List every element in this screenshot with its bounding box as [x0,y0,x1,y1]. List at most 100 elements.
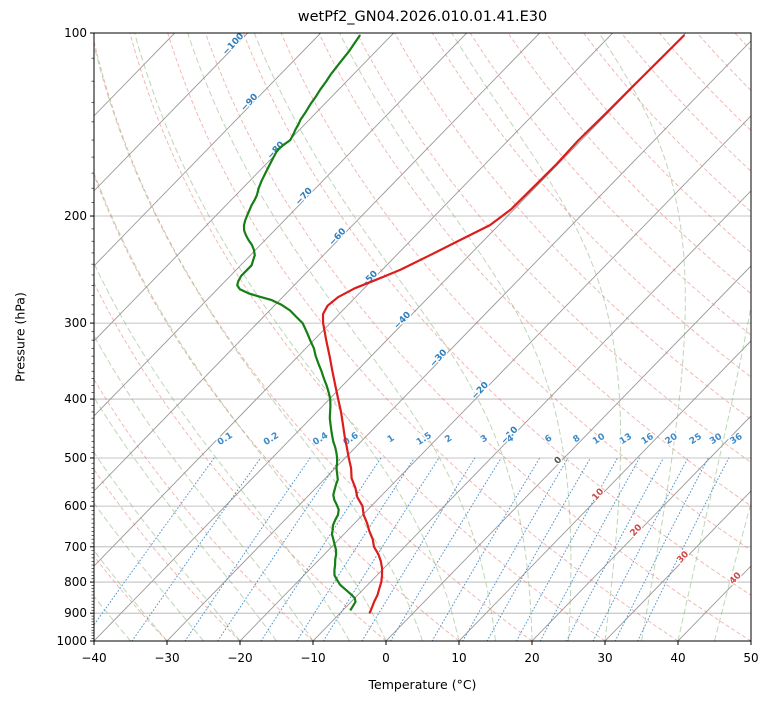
mixing-ratio-label: 25 [688,432,704,447]
moist-adiabat-line [94,171,387,641]
mixing-ratio-label: 0.1 [216,431,235,448]
moist-adiabat-line [253,33,533,641]
dry-adiabat-line [621,33,751,172]
isotherm-label: −90 [239,92,260,114]
x-tick-label: −20 [227,651,252,665]
moist-adiabat-line [339,33,572,641]
mixing-ratio-line [462,457,569,641]
moist-adiabat-line [94,262,350,641]
isotherm-label: 30 [675,550,691,566]
x-tick-label: −10 [300,651,325,665]
isotherm-line [94,33,686,641]
mixing-ratio-line [322,457,440,641]
isotherm-line [94,33,613,567]
isotherm-line [604,490,751,641]
moist-adiabat-line [94,396,277,641]
isotherm-line [750,640,751,641]
y-tick-label: 600 [64,499,87,513]
mixing-ratio-label: 16 [640,432,656,447]
dry-adiabat-line [242,33,751,596]
dry-adiabat-line [734,33,751,51]
isotherm-label: 40 [728,571,744,587]
isotherm-label: −40 [392,310,413,332]
x-tick-label: 30 [597,651,612,665]
y-tick-label: 400 [64,392,87,406]
x-tick-label: 50 [743,651,758,665]
mixing-ratio-label: 3 [479,433,490,445]
y-tick-label: 200 [64,209,87,223]
y-tick-label: 300 [64,316,87,330]
temperature-curve [321,34,685,614]
isotherm-line [458,340,751,641]
mixing-ratio-label: 0.4 [311,431,330,448]
mixing-ratio-line [637,457,730,641]
mixing-ratio-label: 10 [591,432,607,447]
dry-adiabat-line [545,33,751,254]
isotherm-label: −60 [327,227,348,249]
dry-adiabat-line [469,33,751,336]
mixing-ratio-label: 2 [443,433,454,445]
x-tick-label: 20 [524,651,539,665]
moist-adiabat-line [598,33,686,641]
mixing-ratio-label: 20 [664,432,680,447]
dry-adiabat-line [94,378,314,641]
dry-adiabat-line [432,33,751,378]
chart-title: wetPf2_GN04.2026.010.01.41.E30 [297,9,548,25]
moist-adiabat-line [451,33,622,641]
isotherm-line [94,33,467,417]
isotherm-line [239,115,751,641]
dry-adiabat-line [394,33,751,421]
mixing-ratio-label: 6 [543,433,554,445]
isotherm-line [94,33,540,492]
isotherm-line [531,415,751,641]
mixing-ratio-label: 0.2 [262,431,281,448]
plot-border [93,32,752,642]
moist-adiabat-line [134,33,460,641]
isotherm-line [94,33,321,267]
dry-adiabat-line [318,33,751,507]
isotherm-label: −100 [221,31,246,57]
x-tick-label: 40 [670,651,685,665]
moist-adiabat-line [94,334,314,641]
moist-adiabat-line [187,33,496,641]
dry-adiabat-line [94,173,460,641]
isotherm-label: 20 [629,523,645,539]
dry-adiabat-line [583,33,751,213]
moist-adiabat-line [677,303,751,641]
x-tick-label: −40 [81,651,106,665]
mixing-ratio-line [614,457,709,641]
dry-adiabat-line [94,39,533,641]
mixing-ratio-line [486,457,591,641]
x-tick-label: 10 [451,651,466,665]
mixing-ratio-line [592,457,689,641]
dry-adiabat-line [129,33,606,641]
x-tick-label: −30 [154,651,179,665]
isotherm-label: 0 [553,455,565,466]
dry-adiabat-line [658,33,751,132]
mixing-ratio-label: 1 [386,433,397,445]
dry-adiabat-line [94,468,241,641]
dry-adiabat-line [94,281,387,641]
isotherm-label: −20 [470,380,491,402]
isotherm-label: −30 [428,348,449,370]
isotherm-line [312,190,751,641]
moist-adiabat-line [94,43,423,641]
y-tick-label: 500 [64,451,87,465]
y-tick-label: 800 [64,575,87,589]
moist-adiabat-line [94,502,204,641]
isotherm-label: −70 [294,186,315,208]
dry-adiabat-line [696,33,751,92]
y-tick-label: 1000 [56,634,87,648]
mixing-ratio-label: 8 [572,433,583,445]
mixing-ratio-line [539,457,640,641]
dry-adiabat-line [356,33,751,463]
dewpoint-curve [236,34,361,611]
mixing-ratio-line [390,457,502,641]
mixing-ratio-line [566,457,664,641]
isotherm-line [94,33,394,342]
y-axis-label: Pressure (hPa) [12,292,28,382]
isotherm-line [94,33,248,192]
mixing-ratio-line [431,457,541,641]
